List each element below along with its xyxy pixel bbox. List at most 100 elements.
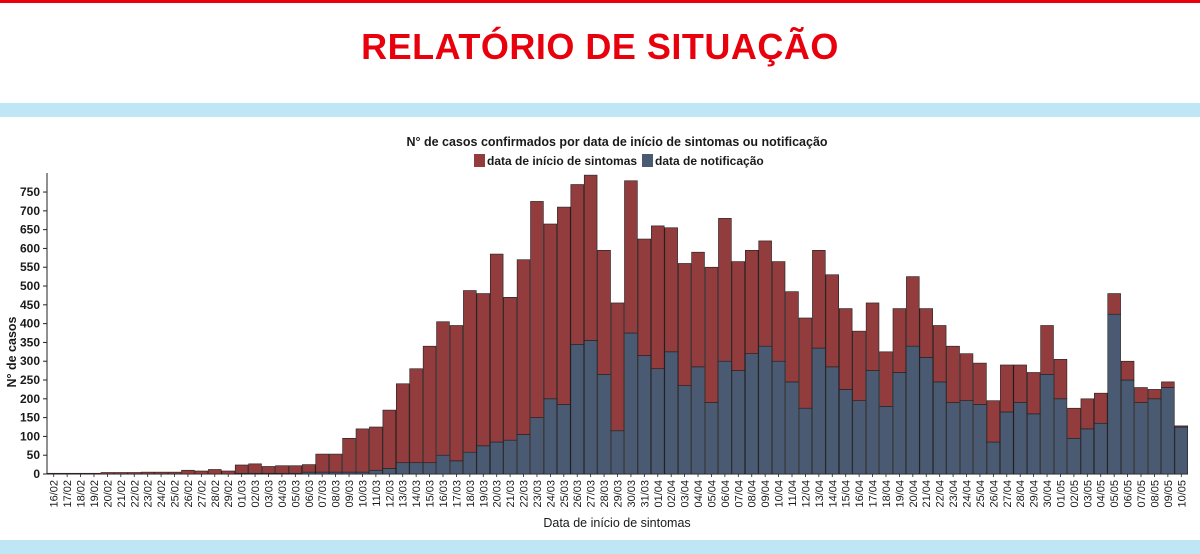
bar-notification: [718, 360, 732, 475]
x-tick-label: 26/03: [572, 480, 584, 508]
bar-symptoms: [758, 240, 772, 347]
bar-symptoms: [865, 302, 880, 371]
bar-notification: [677, 385, 692, 475]
x-tick-label: 26/02: [183, 480, 195, 508]
bar-symptoms: [1013, 364, 1027, 403]
bar-symptoms: [530, 201, 544, 418]
x-tick-label: 27/02: [196, 480, 208, 508]
bar-notification: [919, 357, 933, 475]
x-tick-label: 27/04: [1002, 480, 1014, 508]
bar-symptoms: [1134, 387, 1148, 403]
bar-symptoms: [114, 472, 128, 475]
x-tick-label: 25/03: [559, 480, 571, 508]
bar-symptoms: [838, 308, 853, 390]
bar-notification: [382, 468, 397, 475]
x-axis-label: Data de início de sintomas: [543, 516, 690, 530]
y-tick-label: 500: [20, 279, 40, 293]
bar-symptoms: [1040, 325, 1054, 375]
bar-symptoms: [342, 437, 356, 473]
x-tick-label: 20/04: [908, 480, 920, 508]
bar-notification: [1120, 379, 1135, 475]
x-tick-label: 02/03: [250, 480, 262, 508]
bar-notification: [812, 347, 826, 475]
y-tick-label: 250: [20, 373, 40, 387]
top-blue-band: [0, 103, 1200, 117]
bar-symptoms: [476, 293, 490, 447]
bar-notification: [1147, 398, 1162, 475]
bar-notification: [610, 430, 625, 475]
x-tick-label: 01/05: [1055, 480, 1067, 508]
x-tick-label: 09/04: [760, 480, 772, 508]
y-tick-label: 750: [20, 185, 40, 199]
x-tick-label: 13/03: [398, 480, 410, 508]
bar-symptoms: [651, 225, 665, 370]
x-tick-label: 13/04: [814, 480, 826, 508]
x-tick-label: 28/04: [1015, 480, 1027, 508]
bar-symptoms: [986, 400, 1001, 443]
x-tick-label: 22/02: [129, 480, 141, 508]
bar-notification: [1053, 398, 1068, 475]
bar-symptoms: [100, 472, 115, 475]
x-tick-label: 02/05: [1069, 480, 1081, 508]
bar-notification: [1040, 374, 1054, 475]
bar-symptoms: [798, 317, 813, 409]
x-tick-label: 02/04: [666, 480, 678, 508]
x-tick-label: 04/05: [1096, 480, 1108, 508]
bar-notification: [1094, 422, 1108, 475]
x-tick-label: 08/03: [331, 480, 343, 508]
x-tick-label: 16/03: [438, 480, 450, 508]
x-tick-label: 04/03: [277, 480, 289, 508]
bar-symptoms: [785, 291, 799, 383]
bar-notification: [557, 404, 571, 475]
x-tick-label: 01/04: [653, 480, 665, 508]
bar-notification: [704, 402, 719, 475]
bar-symptoms: [946, 345, 960, 403]
bar-notification: [852, 400, 866, 475]
x-tick-label: 17/02: [62, 480, 74, 508]
x-tick-label: 31/03: [639, 480, 651, 508]
bar-symptoms: [677, 263, 692, 386]
bar-symptoms: [1000, 364, 1014, 413]
x-tick-label: 11/03: [371, 480, 383, 507]
x-tick-label: 23/04: [948, 480, 960, 508]
bar-symptoms: [825, 274, 839, 368]
bar-notification: [570, 343, 584, 475]
bar-symptoms: [597, 250, 611, 375]
bar-notification: [396, 462, 410, 475]
bar-notification: [865, 370, 880, 475]
bar-notification: [986, 441, 1001, 475]
x-tick-label: 03/03: [263, 480, 275, 508]
bar-notification: [583, 340, 598, 475]
bar-symptoms: [932, 325, 947, 383]
bar-symptoms: [181, 469, 195, 475]
bar-notification: [838, 389, 853, 475]
bar-symptoms: [1094, 392, 1108, 424]
x-tick-label: 23/02: [143, 480, 155, 508]
bar-symptoms: [879, 351, 893, 407]
bar-symptoms: [302, 464, 316, 473]
bar-notification: [436, 454, 450, 475]
bar-notification: [503, 439, 517, 475]
bar-notification: [409, 462, 423, 475]
legend-swatch-notification: [642, 154, 653, 167]
x-tick-label: 21/04: [921, 480, 933, 508]
x-tick-label: 22/03: [519, 480, 531, 508]
bar-symptoms: [489, 253, 504, 443]
bar-notification: [1161, 387, 1175, 475]
bar-symptoms: [1120, 360, 1135, 381]
x-tick-label: 18/04: [881, 480, 893, 508]
x-tick-label: 15/04: [841, 480, 853, 508]
bar-symptoms: [315, 453, 329, 473]
legend-label-symptoms: data de início de sintomas: [487, 154, 637, 168]
bar-symptoms: [167, 471, 182, 475]
bar-notification: [785, 381, 799, 475]
bar-symptoms: [382, 409, 397, 469]
x-tick-label: 06/04: [720, 480, 732, 508]
x-tick-label: 11/04: [787, 480, 799, 507]
bar-symptoms: [436, 321, 450, 456]
bar-symptoms: [745, 250, 759, 354]
bar-notification: [1000, 411, 1014, 475]
bar-symptoms: [557, 206, 571, 405]
y-tick-label: 100: [20, 429, 40, 443]
bar-symptoms: [208, 469, 222, 475]
